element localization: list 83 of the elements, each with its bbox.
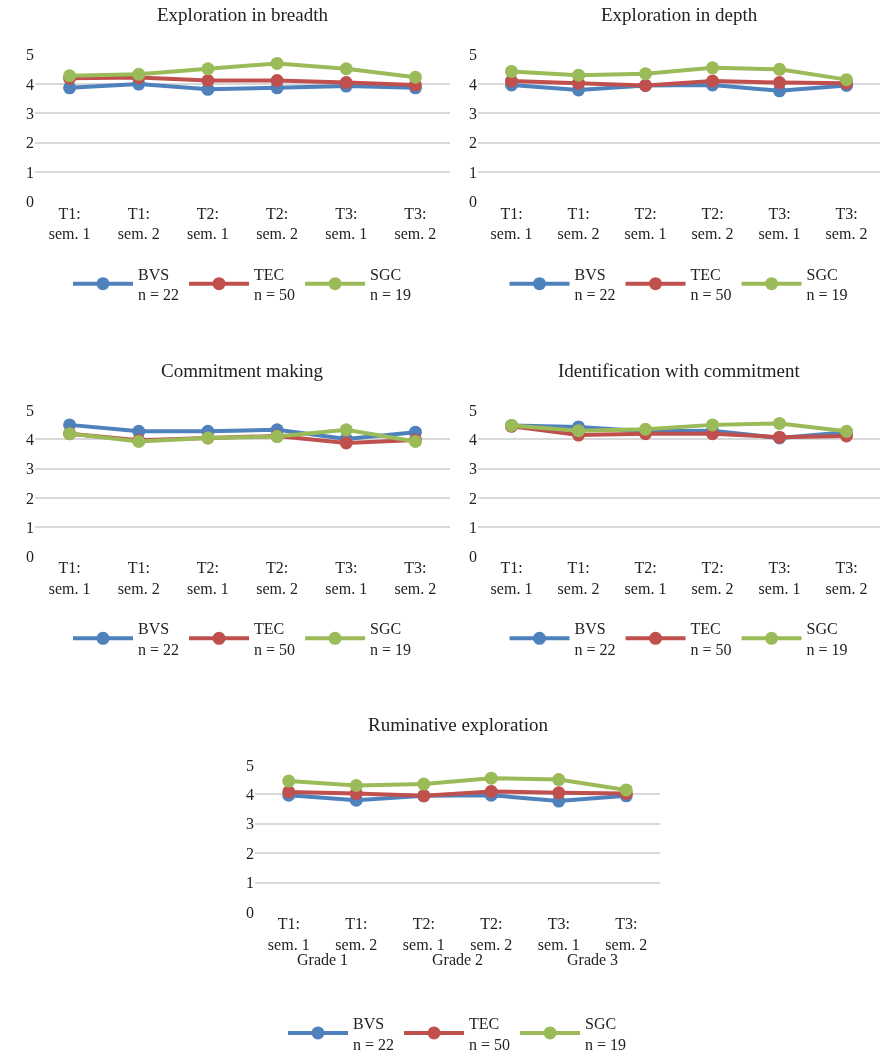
x-tick-label: T2: sem. 2 (691, 559, 734, 598)
x-tick-label: T1: sem. 2 (335, 914, 378, 953)
legend-label: BVS n = 22 (138, 265, 180, 304)
y-tick-label: 3 (246, 815, 254, 833)
legend-label: TEC n = 50 (254, 265, 296, 304)
x-tick-label: T1: sem. 1 (490, 204, 533, 243)
y-tick-label: 2 (469, 489, 477, 507)
y-tick-label: 1 (246, 874, 254, 892)
x-tick-label: T3: sem. 2 (605, 914, 648, 953)
y-tick-label: 2 (469, 134, 477, 152)
chart-title: Exploration in breadth (157, 4, 329, 25)
y-tick-label: 2 (246, 844, 254, 862)
text: Grade 1 (297, 951, 349, 968)
y-tick-label: 0 (246, 903, 254, 921)
y-tick-label: 4 (469, 75, 477, 93)
x-tick-label: T3: sem. 1 (758, 559, 801, 598)
x-tick-label: T1: sem. 1 (48, 204, 91, 243)
y-tick-label: 1 (469, 518, 477, 536)
legend-label: SGC n = 19 (370, 620, 412, 658)
y-tick-label: 4 (26, 431, 34, 449)
x-tick-label: T3: sem. 1 (325, 559, 368, 598)
legend-label: TEC n = 50 (690, 620, 732, 658)
chart-title: Exploration in depth (601, 4, 758, 25)
x-tick-label: T3: sem. 2 (825, 559, 868, 598)
y-tick-label: 1 (469, 163, 477, 181)
legend-label: BVS n = 22 (353, 1014, 395, 1053)
y-tick-label: 3 (469, 460, 477, 478)
y-tick-label: 1 (26, 518, 34, 536)
y-tick-label: 0 (469, 547, 477, 565)
legend-label: SGC n = 19 (370, 265, 412, 304)
legend-label: BVS n = 22 (574, 620, 616, 658)
x-tick-label: T1: sem. 2 (557, 204, 600, 243)
y-tick-label: 4 (246, 785, 254, 803)
legend-label: BVS n = 22 (574, 265, 616, 304)
chart-title: Ruminative exploration (368, 714, 549, 735)
legend-label: TEC n = 50 (690, 265, 732, 304)
x-tick-label: T3: sem. 2 (825, 204, 868, 243)
y-tick-label: 3 (26, 105, 34, 123)
legend-label: TEC n = 50 (254, 620, 296, 658)
x-tick-label: T2: sem. 2 (256, 559, 298, 598)
y-tick-label: 5 (469, 401, 477, 419)
legend-label: BVS n = 22 (138, 620, 180, 658)
y-tick-label: 5 (246, 756, 254, 774)
x-tick-label: T2: sem. 2 (470, 914, 513, 953)
x-tick-label: T2: sem. 1 (624, 204, 667, 243)
x-tick-label: T1: sem. 1 (48, 559, 91, 598)
x-tick-label: T1: sem. 2 (117, 204, 160, 243)
chart-title: Commitment making (161, 360, 324, 381)
y-tick-label: 1 (26, 163, 34, 181)
y-tick-label: 2 (26, 134, 34, 152)
x-tick-label: T2: sem. 2 (256, 204, 298, 243)
y-tick-label: 5 (469, 46, 477, 64)
legend-label: SGC n = 19 (585, 1014, 627, 1053)
y-tick-label: 3 (26, 460, 34, 478)
x-tick-label: T3: sem. 2 (394, 204, 437, 243)
x-tick-label: T1: sem. 2 (557, 559, 600, 598)
y-tick-label: 0 (26, 547, 34, 565)
y-tick-label: 0 (26, 193, 34, 211)
y-tick-label: 4 (26, 75, 34, 93)
x-tick-label: T3: sem. 1 (758, 204, 801, 243)
y-tick-label: 2 (26, 489, 34, 507)
x-tick-label: T1: sem. 1 (267, 914, 310, 953)
x-tick-label: T2: sem. 1 (624, 559, 667, 598)
x-tick-label: T2: sem. 1 (187, 204, 229, 243)
x-tick-label: T3: sem. 2 (394, 559, 437, 598)
chart-title: Identification with commitment (558, 360, 801, 381)
x-tick-label: T2: sem. 1 (402, 914, 445, 953)
text: Grade 3 (567, 951, 619, 968)
legend-label: SGC n = 19 (806, 265, 848, 304)
y-tick-label: 4 (469, 431, 477, 449)
legend-label: TEC n = 50 (469, 1014, 511, 1053)
x-tick-label: T2: sem. 1 (187, 559, 229, 598)
text: Grade 2 (432, 951, 484, 968)
y-tick-label: 5 (26, 401, 34, 419)
x-tick-label: T1: sem. 2 (117, 559, 160, 598)
x-tick-label: T3: sem. 1 (325, 204, 368, 243)
y-tick-label: 3 (469, 105, 477, 123)
x-tick-label: T2: sem. 2 (691, 204, 734, 243)
y-tick-label: 5 (26, 46, 34, 64)
x-tick-label: T3: sem. 1 (537, 914, 580, 953)
y-tick-label: 0 (469, 193, 477, 211)
x-tick-label: T1: sem. 1 (490, 559, 533, 598)
legend-label: SGC n = 19 (806, 620, 848, 658)
